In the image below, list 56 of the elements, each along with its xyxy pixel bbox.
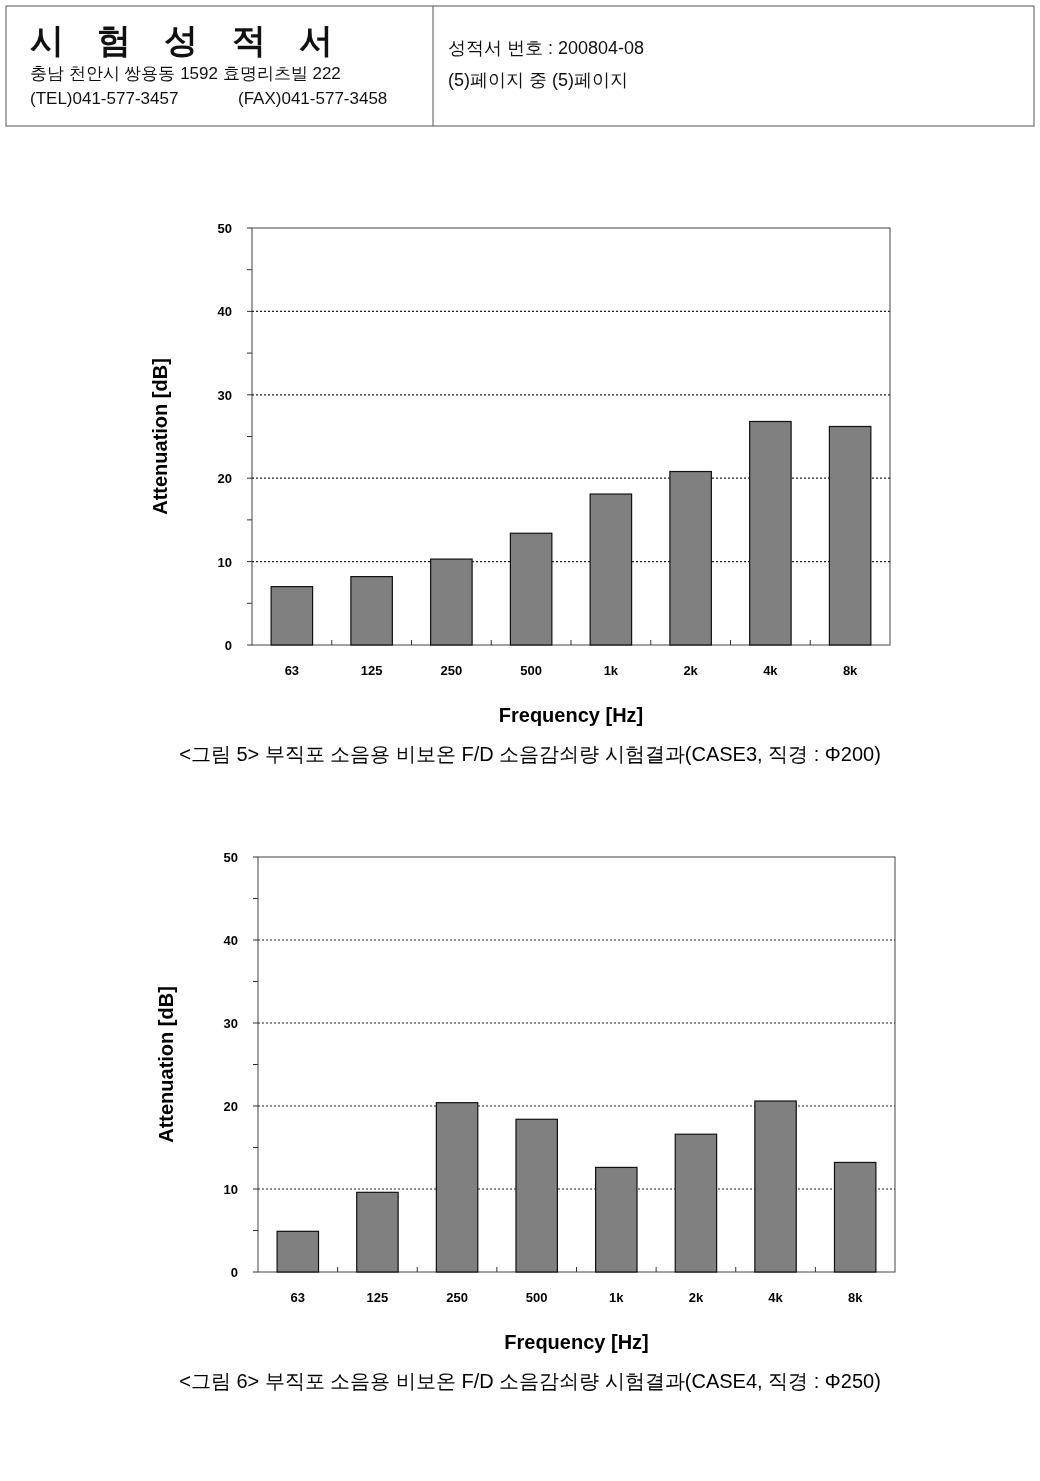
y-tick-label: 20 [217,471,232,487]
text: 충남 천안시 쌍용동 1592 효명리츠빌 222 [30,64,341,83]
x-tick-label: 8k [847,1290,864,1305]
bar [509,532,553,646]
y-tick-label: 20 [223,1099,238,1114]
y-tick-label: 0 [224,638,232,653]
x-tick-label: 125 [360,663,383,678]
bar [674,1133,718,1273]
bar [276,1230,320,1273]
x-tick-label: 500 [525,1290,548,1305]
y-tick-label: 30 [217,387,232,403]
x-tick-label: 8k [842,663,859,678]
text: <그림 5> 부직포 소음용 비보온 F/D 소음감쇠량 시험결과(CASE3, 직경 : Φ200) [179,743,881,765]
x-tick-label: 500 [520,663,542,678]
bar [430,558,473,646]
y-tick-label: 30 [223,1016,238,1031]
bar [270,586,314,646]
x-tick-label: 250 [446,1290,468,1305]
y-tick-label: 50 [217,221,232,236]
y-tick-label: 10 [223,1182,238,1197]
bar [350,576,393,646]
y-tick-label: 40 [223,933,238,948]
bar [595,1166,638,1273]
x-tick-label: 1k [603,663,619,678]
x-tick-label: 125 [366,1290,389,1305]
bar [754,1100,797,1273]
bar [356,1191,399,1273]
text: <그림 6> 부직포 소음용 비보온 F/D 소음감쇠량 시험결과(CASE4, 직경 : Φ250) [179,1370,881,1392]
bar [515,1118,558,1273]
text: (FAX)041-577-3458 [238,89,388,108]
x-axis-title: Frequency [Hz] [504,1331,649,1353]
bar [833,1161,877,1273]
text: 시 험 성 적 서 [30,21,345,59]
x-tick-label: 63 [284,663,300,678]
bar [435,1102,479,1273]
x-tick-label: 4k [763,663,779,678]
x-axis-title: Frequency [Hz] [498,704,644,726]
x-tick-label: 2k [683,663,699,678]
x-tick-label: 250 [440,663,463,678]
text: (TEL)041-577-3457 [30,89,179,108]
y-tick-label: 40 [217,304,232,320]
x-tick-label: 2k [688,1290,704,1305]
y-axis-title: Attenuation [dB] [155,986,177,1143]
x-tick-label: 63 [290,1290,306,1305]
bar [749,420,792,646]
text: (5)페이지 중 (5)페이지 [448,70,628,90]
x-tick-label: 4k [768,1290,784,1305]
bar [669,470,712,646]
text: 성적서 번호 : 200804-08 [448,38,645,58]
y-axis-title: Attenuation [dB] [149,358,171,515]
y-tick-label: 0 [230,1265,238,1280]
bar [828,425,872,646]
y-tick-label: 50 [223,850,238,865]
x-tick-label: 1k [609,1290,625,1305]
bar [589,493,633,646]
y-tick-label: 10 [217,554,232,570]
